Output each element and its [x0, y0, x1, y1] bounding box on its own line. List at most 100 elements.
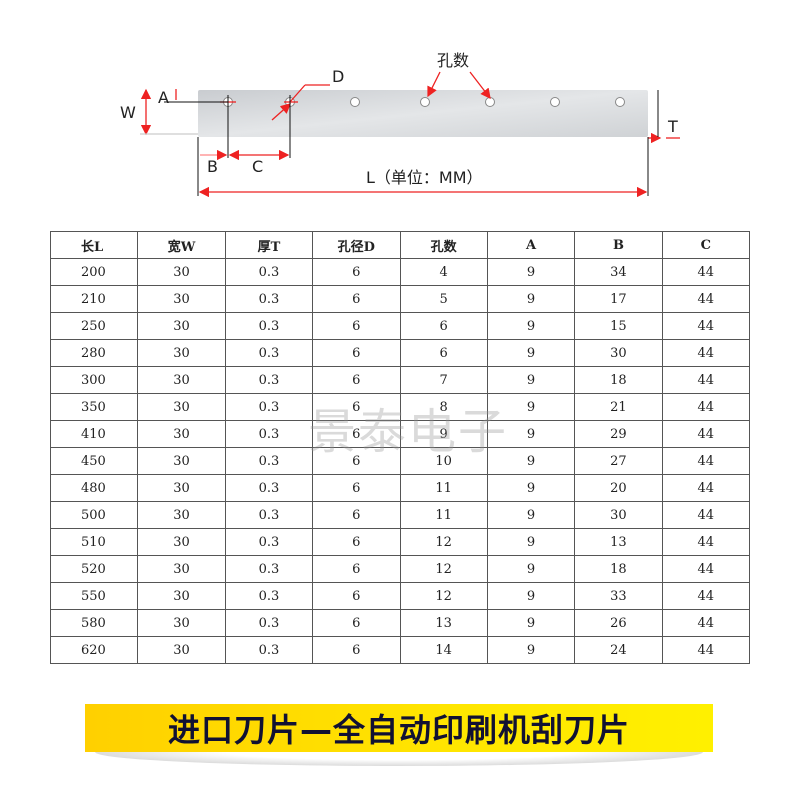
table-cell: 44 — [661, 636, 751, 664]
table-cell: 4 — [399, 258, 488, 286]
table-cell: 9 — [486, 609, 576, 637]
label-l: L（单位：MM） — [366, 168, 483, 187]
table-cell: 10 — [399, 447, 488, 475]
table-row: 520 30 0.3 6 12 9 18 44 — [49, 555, 751, 583]
table-cell: 44 — [661, 420, 751, 448]
table-cell: 9 — [486, 285, 576, 313]
table-cell: 9 — [486, 555, 576, 583]
blade-dimension-diagram: W A D 孔数 T B C L（单位：MM） — [120, 51, 680, 198]
column-header: A — [486, 231, 576, 259]
table-cell: 6 — [312, 420, 401, 448]
table-cell: 0.3 — [224, 420, 314, 448]
column-header: 孔数 — [399, 231, 488, 259]
table-cell: 27 — [574, 447, 663, 475]
table-cell: 30 — [137, 312, 226, 340]
hole — [350, 97, 360, 107]
table-cell: 26 — [574, 609, 663, 637]
table-cell: 0.3 — [224, 636, 314, 664]
label-hole-count: 孔数 — [437, 51, 469, 70]
table-row: 450 30 0.3 6 10 9 27 44 — [49, 447, 751, 475]
table-cell: 0.3 — [224, 312, 314, 340]
table-cell: 510 — [49, 528, 139, 556]
table-cell: 17 — [574, 285, 663, 313]
title-banner: 进口刀片—全自动印刷机刮刀片 — [85, 704, 713, 752]
table-cell: 9 — [486, 447, 576, 475]
table-cell: 30 — [137, 636, 226, 664]
label-a: A — [158, 88, 169, 107]
table-cell: 9 — [486, 582, 576, 610]
label-c: C — [252, 157, 263, 176]
table-cell: 0.3 — [224, 447, 314, 475]
spec-table: 长L 宽W 厚T 孔径D 孔数 A B C 200 30 0.3 6 4 9 34 44 210 30 0.3 6 5… — [49, 231, 751, 664]
table-cell: 0.3 — [224, 393, 314, 421]
table-cell: 44 — [661, 393, 751, 421]
table-cell: 6 — [312, 339, 401, 367]
label-t: T — [667, 117, 678, 136]
table-cell: 30 — [137, 501, 226, 529]
table-cell: 9 — [486, 474, 576, 502]
column-header: 孔径D — [312, 231, 401, 259]
table-cell: 30 — [137, 474, 226, 502]
table-cell: 6 — [312, 393, 401, 421]
table-cell: 500 — [49, 501, 139, 529]
table-header-row: 长L 宽W 厚T 孔径D 孔数 A B C — [49, 231, 751, 259]
table-cell: 410 — [49, 420, 139, 448]
table-cell: 44 — [661, 582, 751, 610]
table-row: 580 30 0.3 6 13 9 26 44 — [49, 609, 751, 637]
table-cell: 9 — [486, 366, 576, 394]
hole — [485, 97, 495, 107]
table-cell: 8 — [399, 393, 488, 421]
column-header: 宽W — [137, 231, 226, 259]
table-cell: 9 — [486, 636, 576, 664]
label-w: W — [120, 103, 136, 122]
table-cell: 12 — [399, 555, 488, 583]
table-cell: 12 — [399, 582, 488, 610]
table-cell: 24 — [574, 636, 663, 664]
table-cell: 7 — [399, 366, 488, 394]
table-cell: 30 — [137, 420, 226, 448]
table-cell: 44 — [661, 339, 751, 367]
table-cell: 0.3 — [224, 339, 314, 367]
label-d: D — [332, 67, 344, 86]
table-cell: 30 — [137, 258, 226, 286]
table-row: 500 30 0.3 6 11 9 30 44 — [49, 501, 751, 529]
table-cell: 9 — [486, 501, 576, 529]
table-cell: 44 — [661, 312, 751, 340]
table-cell: 0.3 — [224, 366, 314, 394]
table-cell: 30 — [137, 582, 226, 610]
table-cell: 9 — [486, 528, 576, 556]
table-cell: 15 — [574, 312, 663, 340]
table-cell: 520 — [49, 555, 139, 583]
table-cell: 480 — [49, 474, 139, 502]
table-cell: 6 — [312, 447, 401, 475]
table-cell: 44 — [661, 285, 751, 313]
table-cell: 0.3 — [224, 474, 314, 502]
table-cell: 18 — [574, 366, 663, 394]
table-cell: 9 — [486, 339, 576, 367]
table-cell: 44 — [661, 258, 751, 286]
table-cell: 30 — [137, 366, 226, 394]
table-cell: 9 — [486, 420, 576, 448]
table-cell: 44 — [661, 366, 751, 394]
table-cell: 0.3 — [224, 582, 314, 610]
column-header: C — [661, 231, 751, 259]
hole — [420, 97, 430, 107]
table-cell: 6 — [399, 312, 488, 340]
table-cell: 280 — [49, 339, 139, 367]
column-header: B — [574, 231, 663, 259]
table-row: 350 30 0.3 6 8 9 21 44 — [49, 393, 751, 421]
table-row: 250 30 0.3 6 6 9 15 44 — [49, 312, 751, 340]
table-cell: 11 — [399, 501, 488, 529]
table-cell: 30 — [137, 393, 226, 421]
table-cell: 44 — [661, 528, 751, 556]
table-cell: 18 — [574, 555, 663, 583]
table-cell: 6 — [312, 312, 401, 340]
table-cell: 6 — [399, 339, 488, 367]
table-cell: 44 — [661, 447, 751, 475]
banner-shadow — [95, 752, 703, 766]
table-cell: 6 — [312, 609, 401, 637]
table-row: 200 30 0.3 6 4 9 34 44 — [49, 258, 751, 286]
table-cell: 6 — [312, 636, 401, 664]
table-cell: 44 — [661, 474, 751, 502]
banner-title: 进口刀片—全自动印刷机刮刀片 — [167, 711, 630, 749]
